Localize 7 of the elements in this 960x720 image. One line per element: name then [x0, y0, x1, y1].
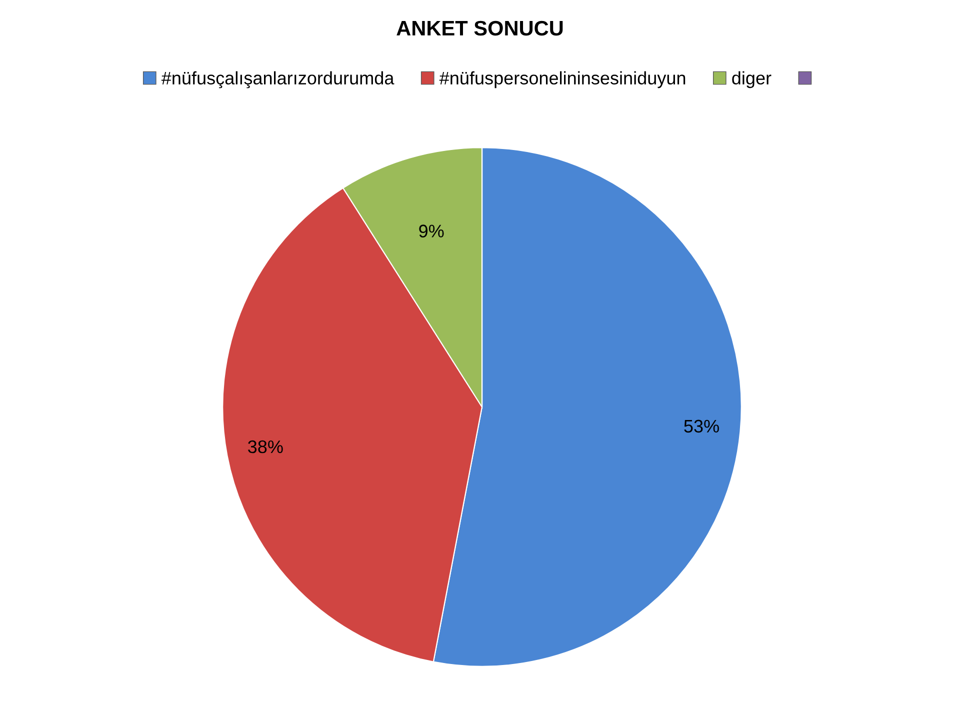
chart-title: ANKET SONUCU: [396, 20, 563, 36]
data-label: 38%: [248, 440, 283, 454]
data-label: 53%: [684, 420, 719, 433]
legend-label: diger: [732, 71, 772, 88]
legend-label: #nüfuspersonelininsesiniduyun: [439, 71, 686, 88]
legend-label: #nüfusçalışanlarızordurumda: [161, 71, 394, 88]
data-label: 9%: [419, 224, 444, 238]
